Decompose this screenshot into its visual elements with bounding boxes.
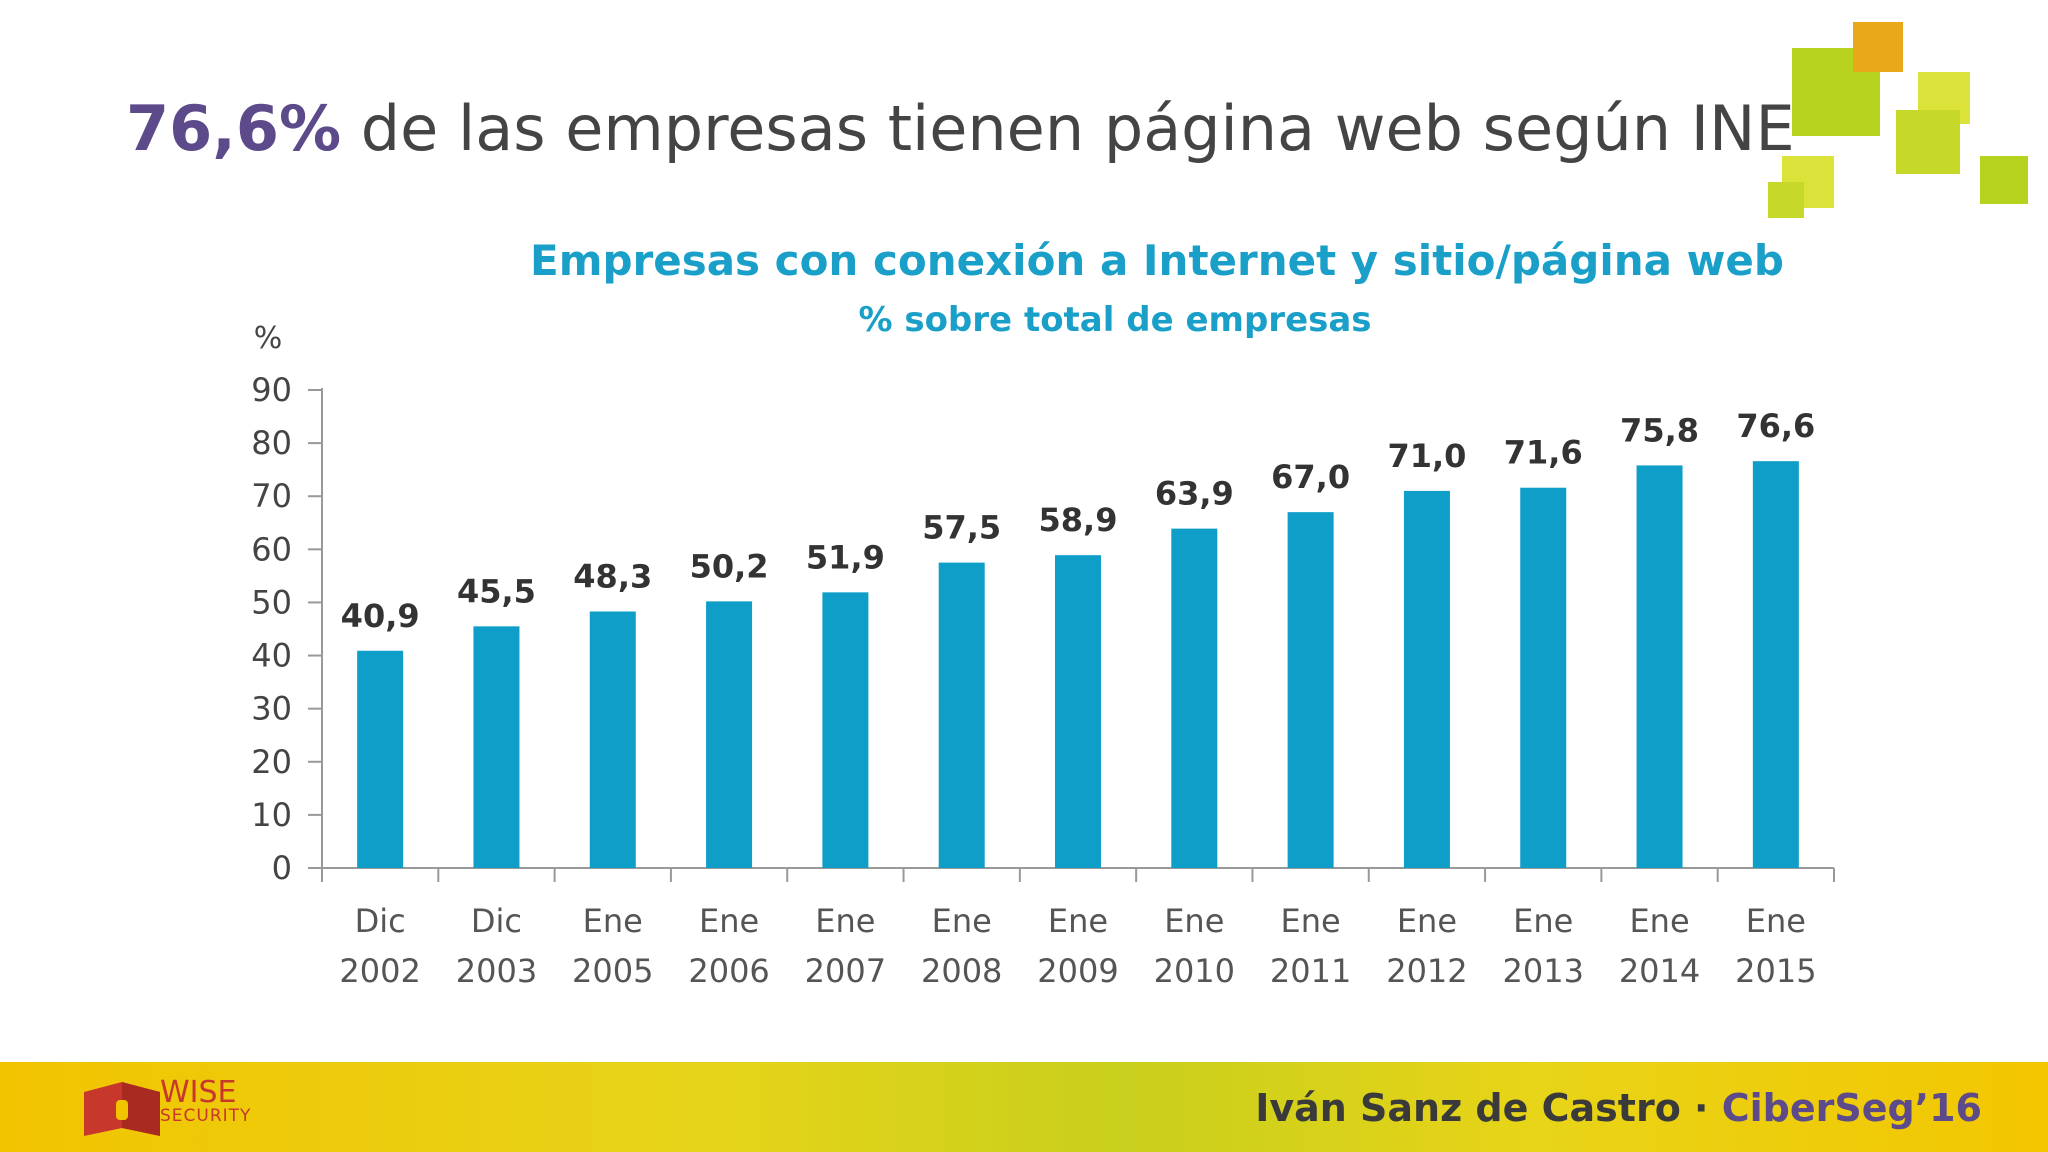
y-tick-label: 10 — [251, 796, 292, 834]
bar — [1752, 461, 1799, 868]
x-tick-label: 2005 — [572, 952, 653, 990]
bar — [357, 650, 404, 868]
x-tick-label: 2012 — [1386, 952, 1467, 990]
x-tick-label: 2008 — [921, 952, 1002, 990]
x-tick-label: 2011 — [1270, 952, 1351, 990]
x-tick-label: 2013 — [1503, 952, 1584, 990]
x-tick-label: Ene — [932, 902, 992, 940]
footer-band — [0, 1062, 2048, 1152]
bar — [473, 626, 520, 868]
deco-square — [1896, 110, 1960, 174]
x-tick-label: Ene — [1513, 902, 1573, 940]
bar — [1287, 512, 1334, 868]
deco-square — [1853, 22, 1903, 72]
deco-square — [1980, 156, 2028, 204]
data-label: 45,5 — [457, 572, 536, 610]
event-name: CiberSeg’16 — [1721, 1086, 1982, 1130]
logo-line-2: SECURITY — [160, 1106, 252, 1126]
y-axis-label: % — [254, 321, 283, 356]
credit-separator: · — [1680, 1086, 1722, 1130]
bar — [1403, 490, 1450, 868]
chart-title: Empresas con conexión a Internet y sitio… — [530, 236, 1784, 285]
bar — [822, 592, 869, 868]
wise-security-logo-icon — [84, 1082, 160, 1136]
x-tick-label: 2009 — [1037, 952, 1118, 990]
x-tick-label: 2002 — [339, 952, 420, 990]
x-tick-label: Ene — [1397, 902, 1457, 940]
data-label: 75,8 — [1620, 411, 1699, 449]
data-label: 51,9 — [806, 538, 885, 576]
data-label: 50,2 — [690, 547, 769, 585]
author-name: Iván Sanz de Castro — [1255, 1086, 1681, 1130]
x-tick-label: Dic — [471, 902, 522, 940]
bar — [1636, 465, 1683, 868]
x-tick-label: 2006 — [688, 952, 769, 990]
x-tick-label: 2014 — [1619, 952, 1700, 990]
x-tick-label: Ene — [1281, 902, 1341, 940]
data-label: 67,0 — [1271, 458, 1350, 496]
bar-chart: 0 10 20 30 40 50 60 70 80 90% 40,9 Dic 2002 45,5 Dic 20… — [251, 321, 1835, 990]
data-label: 58,9 — [1039, 501, 1118, 539]
x-tick-label: Ene — [1629, 902, 1689, 940]
x-tick-label: Ene — [1746, 902, 1806, 940]
x-tick-label: 2007 — [805, 952, 886, 990]
y-tick-label: 50 — [251, 583, 292, 621]
chart-subtitle: % sobre total de empresas — [858, 300, 1372, 340]
y-tick-label: 0 — [272, 849, 292, 887]
x-tick-label: Ene — [1164, 902, 1224, 940]
y-tick-label: 70 — [251, 477, 292, 515]
y-tick-label: 60 — [251, 530, 292, 568]
bar — [1171, 528, 1218, 868]
logo-text: WISE SECURITY — [160, 1078, 251, 1125]
x-tick-label: 2010 — [1154, 952, 1235, 990]
data-label: 40,9 — [341, 597, 420, 635]
bar — [706, 601, 753, 868]
data-label: 63,9 — [1155, 475, 1234, 513]
decorative-squares — [1768, 22, 2028, 218]
x-tick-label: Ene — [1048, 902, 1108, 940]
bar — [938, 562, 985, 868]
y-tick-label: 30 — [251, 690, 292, 728]
data-label: 76,6 — [1736, 407, 1815, 445]
x-tick-label: Dic — [355, 902, 406, 940]
x-tick-label: 2003 — [456, 952, 537, 990]
x-tick-label: 2015 — [1735, 952, 1816, 990]
title-highlight-value: 76,6% — [126, 92, 342, 165]
bar — [1055, 555, 1101, 868]
data-label: 57,5 — [922, 509, 1001, 547]
x-tick-label: Ene — [699, 902, 759, 940]
data-label: 48,3 — [573, 557, 652, 595]
x-tick-label: Ene — [583, 902, 643, 940]
slide-title: 76,6% de las empresas tienen página web … — [126, 92, 1795, 165]
footer-credit: Iván Sanz de Castro · CiberSeg’16 — [1255, 1086, 1982, 1130]
bar — [1520, 487, 1567, 868]
logo-line-1: WISE — [160, 1075, 237, 1110]
y-tick-label: 20 — [251, 743, 292, 781]
title-text: de las empresas tienen página web según … — [341, 92, 1795, 165]
y-tick-label: 40 — [251, 637, 292, 675]
y-tick-label: 90 — [251, 371, 292, 409]
data-label: 71,6 — [1504, 434, 1583, 472]
y-tick-label: 80 — [251, 424, 292, 462]
deco-square — [1768, 182, 1804, 218]
bar — [589, 611, 636, 868]
x-tick-label: Ene — [815, 902, 875, 940]
data-label: 71,0 — [1387, 437, 1466, 475]
